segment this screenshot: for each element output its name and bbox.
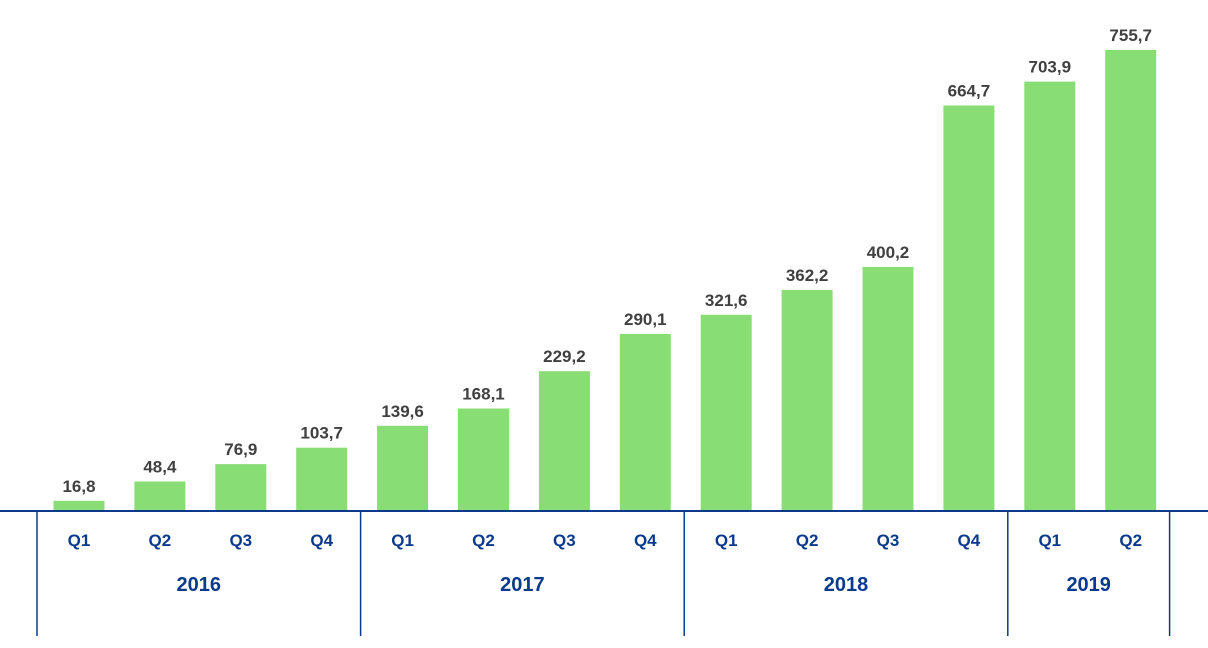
x-tick-label: Q3: [553, 531, 576, 550]
x-tick-label: Q1: [391, 531, 414, 550]
x-tick-label: Q3: [877, 531, 900, 550]
bar: [215, 464, 267, 511]
bar: [862, 266, 914, 511]
bar: [296, 447, 348, 511]
x-tick-label: Q4: [634, 531, 657, 550]
x-tick-label: Q4: [310, 531, 333, 550]
data-label: 755,7: [1109, 26, 1152, 45]
year-label: 2016: [177, 574, 222, 596]
x-tick-label: Q2: [149, 531, 172, 550]
bar: [781, 290, 833, 511]
x-tick-label: Q1: [68, 531, 91, 550]
x-tick-label: Q1: [715, 531, 738, 550]
data-label: 321,6: [705, 291, 748, 310]
data-label: 362,2: [786, 266, 829, 285]
data-label: 103,7: [300, 424, 343, 443]
data-label: 168,1: [462, 385, 505, 404]
x-tick-label: Q2: [472, 531, 495, 550]
year-label: 2019: [1066, 574, 1111, 596]
bar: [619, 334, 671, 511]
bar: [700, 314, 752, 511]
bar: [1105, 50, 1157, 511]
data-label: 48,4: [143, 458, 177, 477]
data-label: 664,7: [948, 82, 991, 101]
bar: [377, 425, 429, 511]
data-label: 290,1: [624, 310, 667, 329]
bar: [943, 105, 995, 511]
data-label: 16,8: [62, 477, 95, 496]
data-label: 703,9: [1029, 58, 1072, 77]
data-label: 76,9: [224, 440, 257, 459]
x-tick-label: Q1: [1038, 531, 1061, 550]
bar: [1024, 81, 1076, 511]
year-label: 2017: [500, 574, 545, 596]
x-tick-label: Q2: [796, 531, 819, 550]
data-label: 229,2: [543, 347, 586, 366]
data-label: 400,2: [867, 243, 910, 262]
bar: [134, 481, 186, 511]
x-tick-label: Q3: [229, 531, 252, 550]
bar: [458, 408, 509, 511]
year-label: 2018: [824, 574, 869, 596]
bar: [538, 371, 590, 511]
bar: [53, 500, 105, 511]
x-tick-label: Q2: [1119, 531, 1142, 550]
x-tick-label: Q4: [958, 531, 981, 550]
data-label: 139,6: [381, 402, 424, 421]
